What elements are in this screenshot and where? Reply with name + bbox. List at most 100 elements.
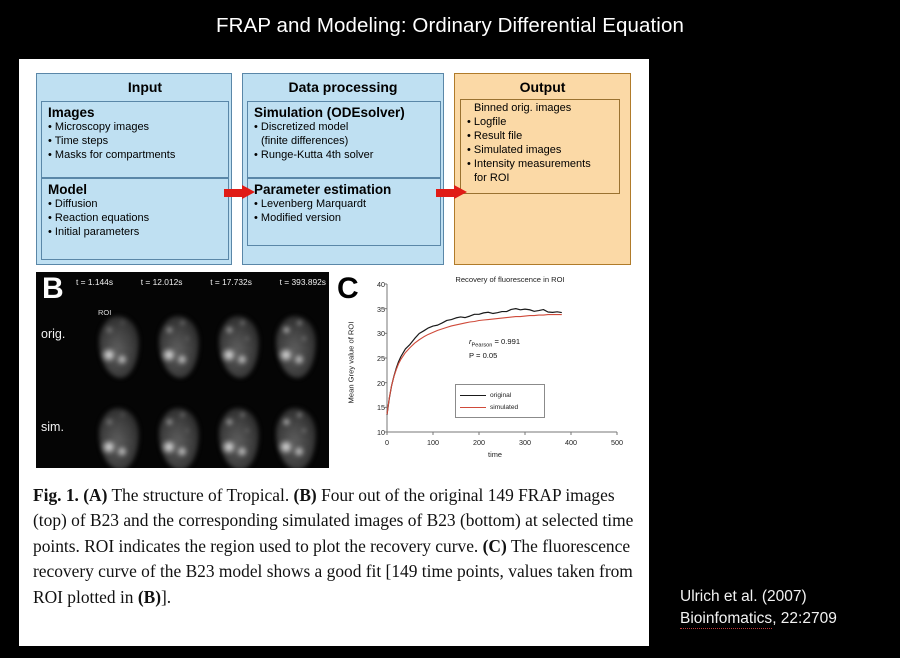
caption-body: (A) The structure of Tropical. (B) Four … xyxy=(33,485,634,607)
pearson-subscript: Pearson xyxy=(471,342,493,349)
list-item: Runge-Kutta 4th solver xyxy=(254,149,436,163)
nucleolus-spot xyxy=(296,320,303,326)
nucleolus-spot xyxy=(179,320,186,326)
panel-b-timestamps: t = 1.144s t = 12.012s t = 17.732s t = 3… xyxy=(76,277,326,287)
nucleolus-spot xyxy=(282,418,291,426)
cell-image-orig xyxy=(91,310,149,384)
panel-b-row-label-orig: orig. xyxy=(41,327,66,341)
list-item: Intensity measurements xyxy=(467,158,615,172)
citation-authors: Ulrich et al. (2007) xyxy=(680,588,807,605)
timestamp-label: t = 393.892s xyxy=(279,277,326,287)
nucleolus-spot xyxy=(282,326,291,334)
parameter-estimation-title: Parameter estimation xyxy=(254,182,392,197)
input-images-group: Images Microscopy images Time steps Mask… xyxy=(41,101,229,178)
flow-column-data-processing: Data processing Simulation (ODEsolver) D… xyxy=(242,73,444,265)
caption-prefix: Fig. 1. xyxy=(33,485,79,505)
cell-image-orig xyxy=(211,310,269,384)
x-tick-label: 0 xyxy=(385,438,389,447)
input-images-title: Images xyxy=(48,105,95,120)
nucleolus-spot xyxy=(161,440,177,454)
nucleolus-spot xyxy=(221,440,237,454)
y-tick-label: 40 xyxy=(377,280,385,289)
nucleolus-spot xyxy=(293,446,305,457)
x-tick-label: 100 xyxy=(427,438,439,447)
nucleolus-spot xyxy=(236,354,248,365)
nucleolus-spot xyxy=(165,326,174,334)
parameter-estimation-list: Levenberg Marquardt Modified version xyxy=(254,198,436,226)
flow-arrow-right-icon xyxy=(436,185,468,200)
chart-x-axis-label: time xyxy=(488,450,502,459)
pearson-symbol: r xyxy=(469,337,472,346)
nucleolus-spot xyxy=(301,428,307,433)
x-tick-label: 300 xyxy=(519,438,531,447)
nucleolus-spot xyxy=(105,418,114,426)
nucleolus-spot xyxy=(116,446,128,457)
output-items-group: Binned orig. images Logfile Result file … xyxy=(460,99,620,194)
cell-image-orig xyxy=(268,310,326,384)
legend-swatch xyxy=(460,406,486,409)
p-value-annotation: P = 0.05 xyxy=(469,350,498,360)
panel-b-row-label-sim: sim. xyxy=(41,420,64,434)
list-item: Initial parameters xyxy=(48,226,224,240)
flow-column-output-header: Output xyxy=(519,79,566,95)
nucleolus-spot xyxy=(105,326,114,334)
x-tick-label: 400 xyxy=(565,438,577,447)
nucleolus-spot xyxy=(296,412,303,418)
list-item: Modified version xyxy=(254,212,436,226)
list-item: Diffusion xyxy=(48,198,224,212)
legend-swatch xyxy=(460,394,486,397)
legend-entry-original: original xyxy=(460,392,511,399)
panel-b-roi-label: ROI xyxy=(98,308,112,317)
list-item: for ROI xyxy=(474,171,510,184)
output-list: Binned orig. images Logfile Result file … xyxy=(467,102,615,186)
x-tick-label: 500 xyxy=(611,438,623,447)
nucleolus-spot xyxy=(119,412,126,418)
nucleolus-spot xyxy=(293,354,305,365)
input-model-title: Model xyxy=(48,182,87,197)
flow-column-output: Output Binned orig. images Logfile Resul… xyxy=(454,73,631,265)
flow-column-input: Input Images Microscopy images Time step… xyxy=(36,73,232,265)
nucleolus-spot xyxy=(165,418,174,426)
cell-image-sim xyxy=(211,402,269,468)
nucleolus-spot xyxy=(176,354,188,365)
y-tick-label: 35 xyxy=(377,304,385,314)
y-tick-label: 15 xyxy=(377,403,385,413)
cell-image-sim xyxy=(151,402,209,468)
input-images-list: Microscopy images Time steps Masks for c… xyxy=(48,121,224,163)
nucleolus-spot xyxy=(244,428,250,433)
nucleolus-spot xyxy=(176,446,188,457)
list-item: Result file xyxy=(467,130,615,144)
y-tick-label: 30 xyxy=(377,329,385,339)
list-item: Microscopy images xyxy=(48,121,224,135)
list-item: Masks for compartments xyxy=(48,149,224,163)
list-item: Discretized model xyxy=(254,121,436,135)
cell-image-orig xyxy=(151,310,209,384)
figure-caption: Fig. 1. (A) The structure of Tropical. (… xyxy=(33,483,637,610)
list-item: Levenberg Marquardt xyxy=(254,198,436,212)
citation-journal: Bioinfomatics xyxy=(680,610,773,630)
list-item: Reaction equations xyxy=(48,212,224,226)
chart-legend: original simulated xyxy=(455,384,545,418)
panel-b-microscopy-strip: B t = 1.144s t = 12.012s t = 17.732s t =… xyxy=(36,272,329,468)
simulation-title: Simulation (ODEsolver) xyxy=(254,105,405,120)
flow-arrow-right-icon xyxy=(224,185,256,200)
legend-label: simulated xyxy=(490,404,519,411)
nucleolus-spot xyxy=(101,440,117,454)
chart-title: Recovery of fluorescence in ROI xyxy=(455,275,565,284)
x-tick-label: 200 xyxy=(473,438,485,447)
chart-plot-area xyxy=(384,283,618,435)
citation-journal-line: Bioinfomatics, 22:2709 xyxy=(680,608,837,630)
nucleolus-spot xyxy=(124,336,130,341)
y-tick-label: 10 xyxy=(377,428,385,437)
list-item: Time steps xyxy=(48,135,224,149)
nucleolus-spot xyxy=(101,348,117,362)
figure-page: A Input Images Microscopy images Time st… xyxy=(19,59,649,646)
nucleolus-spot xyxy=(119,320,126,326)
flow-column-input-header: Input xyxy=(127,79,163,95)
nucleolus-spot xyxy=(184,336,190,341)
legend-label: original xyxy=(490,392,512,399)
pearson-annotation: rPearson = 0.991 xyxy=(469,336,520,350)
nucleolus-spot xyxy=(244,336,250,341)
list-item: Simulated images xyxy=(467,144,615,158)
nucleolus-spot xyxy=(116,354,128,365)
